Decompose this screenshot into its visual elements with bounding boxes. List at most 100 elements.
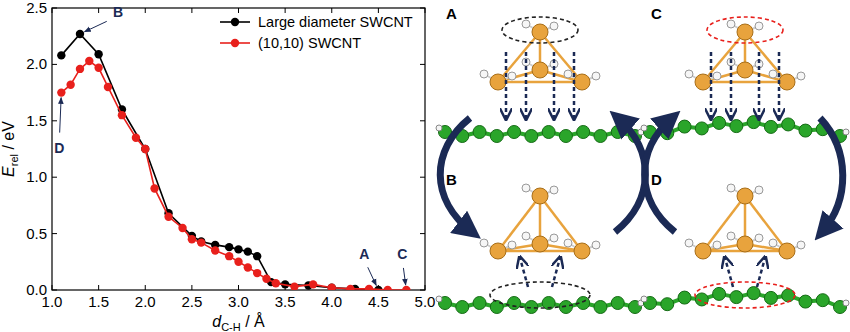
series-point	[57, 51, 65, 59]
annotation-label: D	[54, 140, 64, 156]
y-tick-right	[420, 177, 425, 178]
series-point	[57, 88, 65, 96]
hydrogen-atom	[727, 232, 735, 240]
carbon-atom	[473, 126, 486, 139]
series-point	[132, 134, 140, 142]
highlight-ellipse	[695, 282, 795, 308]
metal-atom	[574, 243, 590, 259]
metal-atom	[532, 24, 548, 40]
x-tick-label: 2.0	[135, 293, 156, 310]
x-tick-top	[425, 8, 426, 13]
carbon-atom	[559, 301, 572, 314]
structure-panel	[641, 17, 849, 143]
hydrogen-atom	[797, 241, 805, 249]
hydrogen-atom	[769, 239, 777, 247]
x-tick	[145, 285, 146, 290]
panel-label: B	[446, 171, 457, 188]
y-axis-label-sub: rel	[8, 154, 20, 166]
hydrogen-atom	[755, 22, 763, 30]
metal-atom	[695, 74, 711, 90]
hydrogen-atom	[550, 234, 558, 242]
series-point	[118, 111, 126, 119]
cycle-arrow	[615, 118, 645, 232]
series-point	[253, 252, 261, 260]
hydrogen-atom	[550, 186, 558, 194]
plot-frame	[52, 8, 425, 290]
metal-atom	[779, 74, 795, 90]
carbon-atom	[695, 122, 708, 135]
x-tick-label: 2.5	[181, 293, 202, 310]
y-axis-label: Erel / eV	[0, 121, 20, 177]
series-point	[104, 83, 112, 91]
structure-panel	[436, 184, 644, 314]
x-tick-top	[98, 8, 99, 13]
y-tick-label: 2.5	[26, 0, 47, 16]
x-tick	[98, 285, 99, 290]
metal-atom	[490, 74, 506, 90]
hydrogen-atom	[508, 72, 516, 80]
carbon-atom	[542, 126, 555, 139]
structure-illustration	[436, 17, 849, 314]
annotation-label: A	[359, 246, 369, 262]
carbon-atom	[525, 130, 538, 143]
x-tick-label: 4.0	[321, 293, 342, 310]
series-point	[402, 286, 410, 290]
carbon-atom	[611, 297, 624, 310]
y-tick	[52, 64, 57, 65]
series-point	[225, 252, 233, 260]
metal-atom	[532, 62, 548, 78]
carbon-atom	[456, 301, 469, 314]
approach-arrow	[758, 52, 761, 118]
hydrogen-atom	[522, 20, 530, 28]
carbon-atom	[490, 130, 503, 143]
carbon-atom	[577, 126, 590, 139]
y-axis-label-unit: / eV	[0, 121, 17, 154]
x-tick	[52, 285, 53, 290]
transfer-arrow	[520, 258, 528, 287]
hydrogen-atom	[480, 70, 488, 78]
approach-arrow	[505, 52, 508, 118]
series-point	[290, 282, 298, 290]
carbon-atom	[661, 298, 674, 311]
carbon-atom	[730, 291, 743, 304]
hydrogen-atom	[755, 234, 763, 242]
approach-arrow	[525, 52, 528, 118]
hydrogen-atom	[843, 300, 849, 306]
series-point	[211, 246, 219, 254]
x-tick-top	[285, 8, 286, 13]
legend-label: (10,10) SWCNT	[258, 35, 361, 51]
carbon-atom	[713, 287, 726, 300]
x-tick	[191, 285, 192, 290]
series-point	[76, 65, 84, 73]
cluster-bond	[498, 81, 582, 84]
series-point	[272, 279, 280, 287]
cycle-arrow	[440, 118, 472, 232]
series-point	[76, 30, 84, 38]
metal-atom	[779, 243, 795, 259]
hydrogen-atom	[755, 186, 763, 194]
y-tick	[52, 177, 57, 178]
carbon-atom	[816, 294, 829, 307]
annotation-arrow	[60, 98, 61, 133]
approach-arrow	[778, 52, 781, 118]
carbon-atom	[799, 295, 812, 308]
hydrogen-atom	[727, 184, 735, 192]
annotation-label: B	[113, 4, 123, 20]
series-point	[94, 64, 102, 72]
x-tick-label: 3.5	[275, 293, 296, 310]
carbon-atom	[473, 297, 486, 310]
metal-atom	[574, 74, 590, 90]
approach-arrow	[553, 52, 556, 118]
carbon-atom	[594, 130, 607, 143]
y-tick	[52, 233, 57, 234]
series-point	[164, 212, 172, 220]
y-tick	[52, 290, 57, 291]
series-point	[234, 245, 242, 253]
figure: 1.01.52.02.53.03.54.04.55.00.00.51.01.52…	[0, 0, 850, 332]
carbon-atom	[764, 120, 777, 133]
carbon-atom	[678, 120, 691, 133]
x-tick-label: 5.0	[415, 293, 436, 310]
series-point	[225, 243, 233, 251]
y-tick-label: 1.0	[26, 168, 47, 185]
carbon-atom	[782, 118, 795, 131]
